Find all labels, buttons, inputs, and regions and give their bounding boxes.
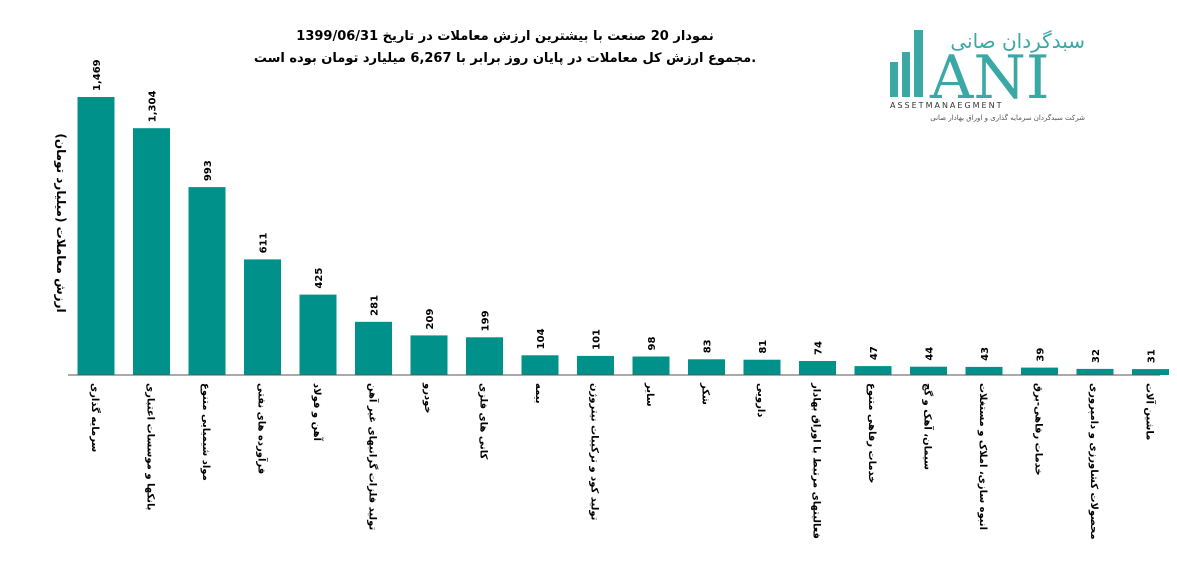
value-label: 101 [592,329,603,350]
value-label: 199 [481,310,492,331]
value-label: 104 [536,328,547,349]
category-label: آهن و فولاد [311,383,324,442]
value-label: 281 [370,295,381,316]
category-label: سایر [644,382,655,407]
bar [910,366,947,375]
category-label: خدمات رفاهی-برق [1033,383,1044,476]
category-label: سرمایه گذاری [89,383,102,452]
value-label: 31 [1147,349,1158,363]
value-label: 39 [1036,348,1047,362]
bars-layer: 1,469 سرمایه گذاری 1,304 بانکها و موسسات اع… [77,59,1169,540]
bar [299,294,337,375]
bar [188,187,226,375]
y-axis-label: ارزش معاملات (میلیارد تومان) [53,133,68,312]
category-label: خودرو [422,382,433,414]
category-label: تولید کود و ترکیبات نیتروژن [589,383,600,521]
value-label: 611 [259,232,270,253]
category-label: انبوه سازی، املاک و مستغلات [977,383,988,530]
bar [521,355,559,375]
bar [577,355,614,375]
category-label: کانی های فلزی [478,383,489,459]
value-label: 1,304 [148,91,159,123]
company-logo: سبدگردان صانی ANI ASSETMANAEGMENT شرکت س… [890,29,1085,122]
category-label: مواد شیمیایی متنوع [200,383,211,481]
value-label: 425 [314,268,325,289]
logo-tagline: شرکت سبدگردان سرمایه گذاری و اوراق بهادا… [930,113,1085,122]
category-label: فعالیتهای مرتبط با اوراق بهادار [811,382,822,539]
value-label: 47 [869,346,880,360]
bar [410,335,448,375]
category-label: فرآورده های نفتی [256,383,269,474]
value-label: 83 [703,339,714,353]
category-label: خدمات رفاهی متنوع [866,383,877,484]
category-label: بانکها و موسسات اعتباری [145,383,156,510]
bar [743,359,781,375]
bar [1076,368,1114,375]
category-label: ماشین آلات [1144,383,1157,440]
bar [854,366,892,375]
value-label: 74 [814,341,825,355]
value-label: 993 [203,160,214,181]
bar [133,128,170,375]
category-label: شکر [700,382,711,405]
value-label: 44 [925,347,936,361]
bar [77,97,115,375]
chart-title: نمودار 20 صنعت با بیشترین ارزش معاملات د… [296,29,713,44]
bar [965,366,1003,375]
logo-persian-text: سبدگردان صانی [950,29,1085,53]
bar [355,321,392,375]
category-label: دارویی [755,383,766,417]
bar [632,356,670,375]
value-label: 43 [980,347,991,361]
category-label: سیمان، آهک و گچ [922,383,935,470]
bar [1132,369,1169,375]
value-label: 32 [1091,349,1102,363]
logo-latin-text: ANI [929,43,1050,113]
category-label: تولید فلزات گرانبهای غیر آهن [367,383,380,530]
chart-subtitle: مجموع ارزش کل معاملات در پایان روز برابر… [254,51,756,66]
bar [688,359,725,375]
bar [799,361,836,375]
bar [1021,367,1058,375]
value-label: 98 [647,336,658,350]
category-label: بیمه [533,383,544,404]
logo-sub-text: ASSETMANAEGMENT [890,101,1003,110]
value-label: 81 [758,340,769,354]
value-label: 209 [425,309,436,330]
value-label: 1,469 [92,59,103,91]
category-label: محصولات کشاورزی و دامپروری [1088,383,1099,540]
logo-bars-icon [890,30,923,97]
bar [244,259,281,375]
bar [466,337,503,375]
